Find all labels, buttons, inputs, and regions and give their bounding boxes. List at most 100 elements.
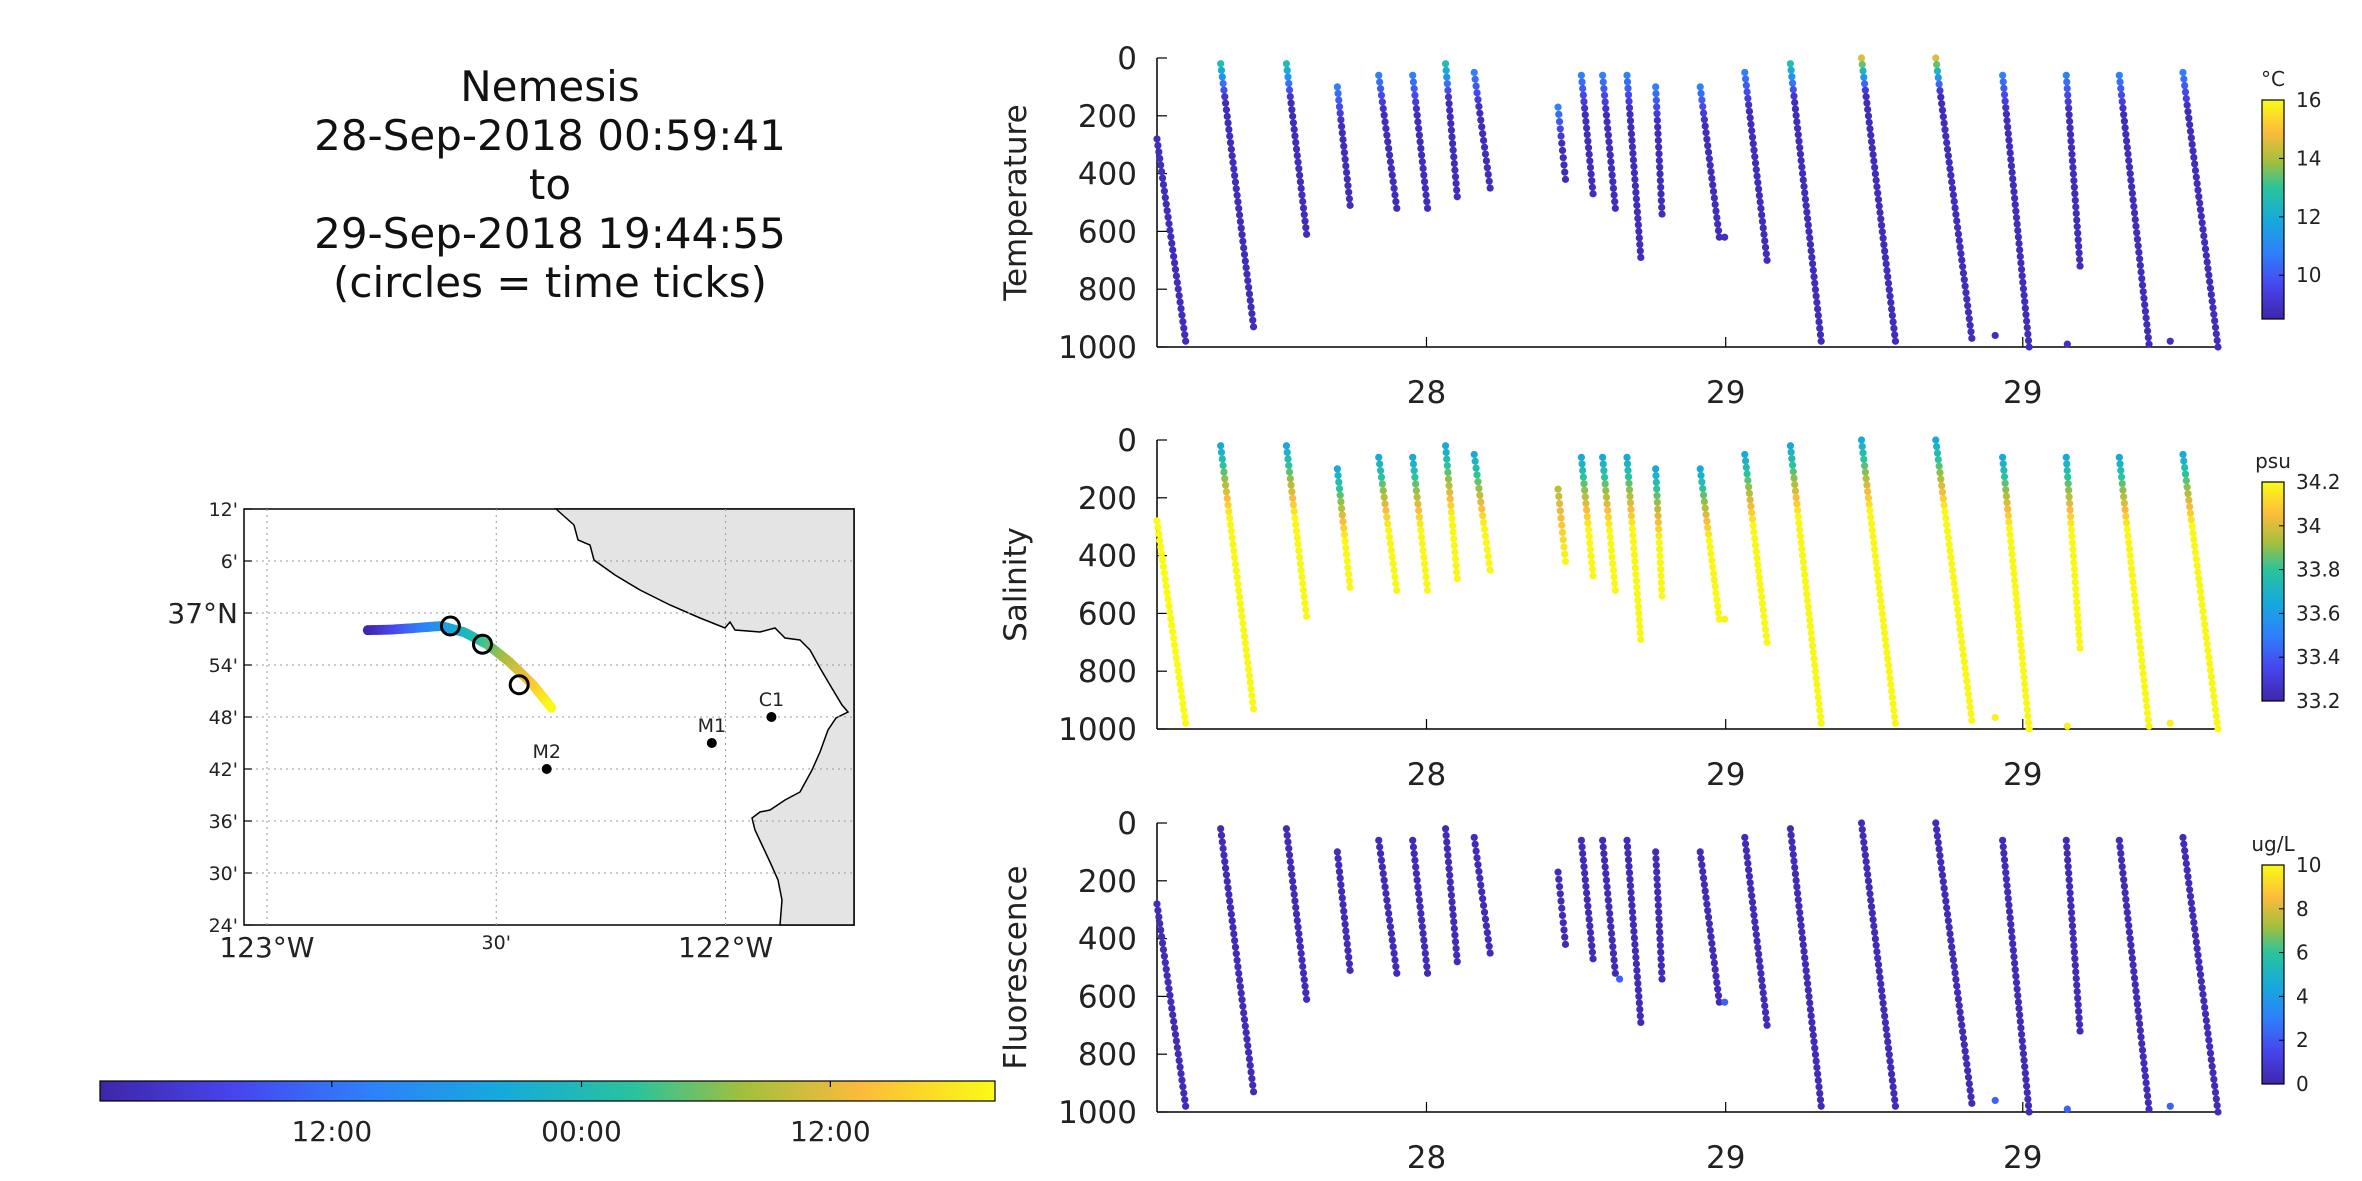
- profile-point: [1655, 525, 1663, 533]
- profile-point: [1470, 833, 1478, 842]
- profile-point: [2186, 127, 2195, 135]
- profile-point: [2066, 124, 2074, 132]
- profile-point: [1240, 1015, 1249, 1024]
- profile-point: [1966, 1086, 1974, 1094]
- profile-point: [1964, 1073, 1973, 1081]
- profile-point: [1415, 896, 1423, 904]
- profile-point: [1756, 580, 1764, 588]
- profile-point: [1812, 1057, 1820, 1065]
- profile-point: [1890, 324, 1898, 332]
- profile-point: [1941, 508, 1949, 516]
- profile-point: [1582, 882, 1590, 891]
- profile-point: [1862, 93, 1870, 101]
- profile-point: [1283, 831, 1291, 839]
- profile-point: [1751, 153, 1759, 161]
- profile-point: [1741, 68, 1749, 77]
- profile-point: [1157, 543, 1165, 551]
- profile-point: [1636, 1005, 1644, 1014]
- profile-point: [1235, 969, 1243, 978]
- profile-point: [1249, 316, 1257, 324]
- profile-point: [1609, 184, 1618, 192]
- profile-point: [1177, 686, 1185, 695]
- profile-point: [1761, 243, 1770, 251]
- profile-point: [1935, 80, 1943, 88]
- profile-point: [1555, 882, 1564, 891]
- profile-point: [1417, 909, 1425, 918]
- profile-point: [1554, 868, 1562, 876]
- profile-point: [1628, 908, 1637, 916]
- profile-point: [1625, 869, 1634, 877]
- profile-point: [2201, 1003, 2209, 1012]
- profile-point: [2009, 181, 2017, 189]
- profile-point: [1946, 930, 1954, 938]
- profile-point: [1816, 1089, 1824, 1097]
- profile-point: [1625, 862, 1633, 870]
- profile-point: [1867, 903, 1876, 911]
- profile-point: [2194, 186, 2202, 194]
- profile-point: [1423, 204, 1432, 212]
- profile-point: [1746, 496, 1754, 504]
- profile-point: [2185, 496, 2193, 504]
- profile-point: [1967, 710, 1975, 718]
- profile-point: [1742, 81, 1750, 90]
- profile-point: [1953, 988, 1962, 997]
- profile-point: [1445, 865, 1453, 873]
- profile-point: [2206, 660, 2214, 668]
- profile-point: [1160, 187, 1168, 195]
- profile-point: [1285, 86, 1294, 94]
- profile-point: [2023, 699, 2031, 707]
- profile-point: [1753, 554, 1761, 562]
- profile-point: [1337, 498, 1345, 506]
- profile-point: [1602, 486, 1610, 495]
- profile-point: [2075, 242, 2083, 250]
- profile-point: [1630, 169, 1639, 177]
- profile-point: [1296, 936, 1304, 944]
- profile-point: [1452, 561, 1460, 570]
- profile-point: [1245, 290, 1254, 298]
- profile-point: [1809, 1031, 1817, 1039]
- profile-point: [1480, 908, 1489, 916]
- profile-point: [1446, 878, 1454, 886]
- profile-point: [2014, 998, 2023, 1006]
- profile-point: [1385, 916, 1394, 924]
- profile-point: [1944, 534, 1952, 542]
- profile-point: [1170, 252, 1178, 260]
- profile-point: [1560, 161, 1568, 169]
- profile-point: [2021, 1069, 2029, 1077]
- profile-point: [1799, 558, 1807, 566]
- profile-point: [2023, 1088, 2031, 1097]
- profile-point: [1384, 903, 1392, 911]
- profile-point: [1754, 943, 1762, 952]
- profile-point: [1155, 913, 1163, 921]
- profile-point: [1939, 495, 1947, 503]
- profile-point: [1793, 883, 1801, 891]
- profile-point: [2192, 555, 2200, 563]
- profile-point: [1171, 647, 1180, 656]
- profile-point: [1704, 148, 1713, 156]
- profile-point: [1557, 897, 1565, 905]
- profile-point: [1953, 605, 1962, 614]
- profile-point: [2016, 246, 2024, 254]
- profile-point: [2017, 1030, 2026, 1038]
- profile-point: [1933, 442, 1941, 451]
- profile-point: [1862, 858, 1870, 866]
- profile-point: [1292, 520, 1300, 529]
- colorbar-tick-label: 6: [2296, 941, 2309, 965]
- profile-point: [1446, 871, 1454, 879]
- profile-point: [1375, 71, 1383, 79]
- profile-point: [1703, 900, 1711, 908]
- profile-point: [1799, 941, 1807, 949]
- profile-point: [1342, 162, 1350, 170]
- profile-point: [1410, 467, 1418, 475]
- profile-point: [1758, 593, 1766, 601]
- profile-point: [2191, 925, 2199, 933]
- profile-point: [1239, 1002, 1247, 1010]
- profile-point: [1699, 109, 1708, 117]
- profile-point: [1878, 610, 1886, 618]
- profile-point: [2117, 466, 2125, 475]
- profile-point: [1934, 455, 1942, 464]
- profile-point: [1335, 96, 1343, 104]
- profile-point: [1446, 113, 1454, 121]
- profile-point: [1794, 896, 1802, 904]
- profile-point: [1293, 533, 1301, 542]
